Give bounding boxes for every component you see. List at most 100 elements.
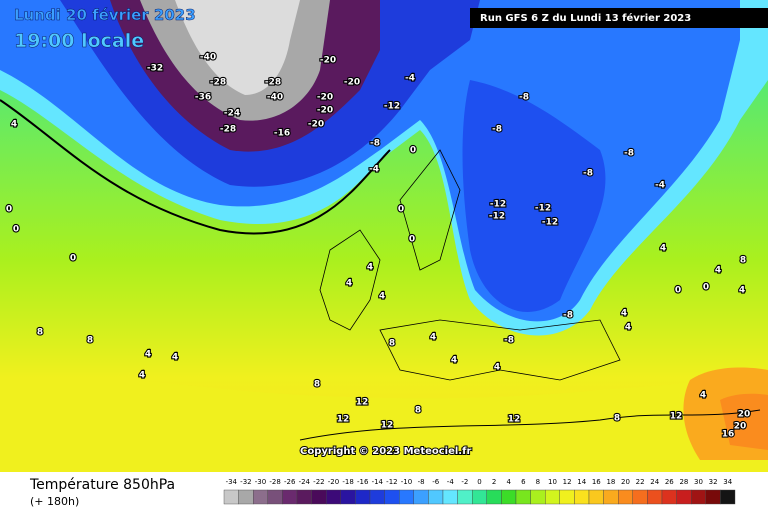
contour-label: 4	[145, 350, 151, 360]
legend-tick-label: 6	[521, 478, 526, 486]
contour-label: -36	[195, 93, 211, 103]
legend-swatch	[545, 489, 561, 505]
contour-label: 20	[734, 422, 747, 432]
contour-label: -4	[405, 74, 415, 84]
contour-label: 8	[415, 406, 421, 416]
legend-swatch	[223, 489, 239, 505]
legend-tick-label: -8	[418, 478, 425, 486]
legend-swatch	[618, 489, 634, 505]
map-labels: -32-40-28-36-24-28-40-28-20-20-20-20-16-…	[5, 51, 752, 440]
contour-label: -8	[370, 139, 380, 149]
contour-label: 8	[740, 256, 746, 266]
contour-label: 4	[172, 353, 178, 363]
contour-label: -24	[224, 109, 240, 119]
legend-swatch	[399, 489, 415, 505]
contour-label: -20	[308, 120, 324, 130]
contour-label: -32	[147, 64, 163, 74]
legend-swatch	[632, 489, 648, 505]
legend-swatch	[603, 489, 619, 505]
legend-tick-label: -34	[226, 478, 238, 486]
legend-tick-label: 16	[592, 478, 601, 486]
contour-label: 12	[508, 415, 521, 425]
contour-label: 4	[346, 279, 352, 289]
contour-label: 12	[670, 412, 683, 422]
contour-label: 8	[614, 414, 620, 424]
contour-label: -40	[267, 93, 283, 103]
footer-lead: (+ 180h)	[30, 495, 79, 508]
contour-label: 4	[625, 323, 631, 333]
contour-label: 0	[6, 205, 12, 215]
contour-label: 4	[11, 120, 17, 130]
contour-label: 0	[409, 235, 415, 245]
contour-label: 4	[700, 391, 706, 401]
contour-label: -20	[317, 106, 333, 116]
contour-label: -8	[504, 336, 514, 346]
legend-tick-label: 26	[665, 478, 674, 486]
legend-swatch	[515, 489, 531, 505]
legend-swatch	[413, 489, 429, 505]
legend-swatch	[428, 489, 444, 505]
legend-tick-label: -20	[328, 478, 339, 486]
legend-swatch	[720, 489, 736, 505]
legend-swatch	[691, 489, 707, 505]
legend-tick-label: 24	[650, 478, 659, 486]
legend-tick-label: -30	[255, 478, 266, 486]
contour-label: -12	[535, 204, 551, 214]
contour-label: 8	[314, 380, 320, 390]
legend-swatch	[530, 489, 546, 505]
contour-label: 8	[389, 339, 395, 349]
legend-tick-label: -32	[240, 478, 251, 486]
legend-swatch	[574, 489, 590, 505]
contour-label: 4	[739, 286, 745, 296]
contour-label: 4	[494, 363, 500, 373]
legend-tick-label: -16	[357, 478, 369, 486]
contour-label: 4	[379, 292, 385, 302]
contour-label: 0	[675, 286, 681, 296]
legend-swatch	[296, 489, 312, 505]
legend-swatch	[238, 489, 254, 505]
contour-label: 0	[13, 225, 19, 235]
legend-tick-label: 18	[606, 478, 615, 486]
legend-tick-label: 8	[536, 478, 540, 486]
contour-label: -16	[274, 129, 290, 139]
contour-label: 4	[367, 263, 373, 273]
contour-label: 0	[398, 205, 404, 215]
contour-label: 0	[410, 146, 416, 156]
legend-tick-label: 2	[492, 478, 496, 486]
legend-tick-label: -4	[447, 478, 455, 486]
legend-swatch	[311, 489, 327, 505]
legend-tick-label: -28	[269, 478, 280, 486]
legend-tick-label: 34	[723, 478, 732, 486]
legend-swatch	[252, 489, 268, 505]
contour-label: -12	[490, 200, 506, 210]
contour-label: -28	[265, 78, 281, 88]
contour-label: -12	[384, 102, 400, 112]
legend-tick-label: 32	[709, 478, 718, 486]
legend-swatch	[486, 489, 502, 505]
contour-label: -8	[624, 149, 634, 159]
legend-tick-label: -2	[461, 478, 468, 486]
contour-label: 4	[715, 266, 721, 276]
legend-tick-label: -10	[401, 478, 412, 486]
legend-tick-label: 14	[577, 478, 586, 486]
legend-swatch	[442, 489, 458, 505]
legend-tick-label: -22	[313, 478, 324, 486]
contour-label: -8	[563, 311, 573, 321]
legend-tick-label: 12	[563, 478, 572, 486]
contour-label: -28	[210, 78, 226, 88]
legend-tick-label: -24	[299, 478, 311, 486]
contour-label: 0	[703, 283, 709, 293]
legend-swatch	[355, 489, 371, 505]
contour-label: 8	[87, 336, 93, 346]
legend-swatch	[705, 489, 721, 505]
legend-tick-label: 0	[477, 478, 481, 486]
legend-tick-label: 10	[548, 478, 557, 486]
map	[0, 0, 768, 472]
contour-label: -8	[583, 169, 593, 179]
contour-label: 12	[337, 415, 350, 425]
contour-label: -20	[320, 56, 336, 66]
contour-label: -4	[655, 181, 665, 191]
contour-label: 12	[381, 421, 394, 431]
copyright: Copyright © 2023 Meteociel.fr	[300, 446, 471, 457]
